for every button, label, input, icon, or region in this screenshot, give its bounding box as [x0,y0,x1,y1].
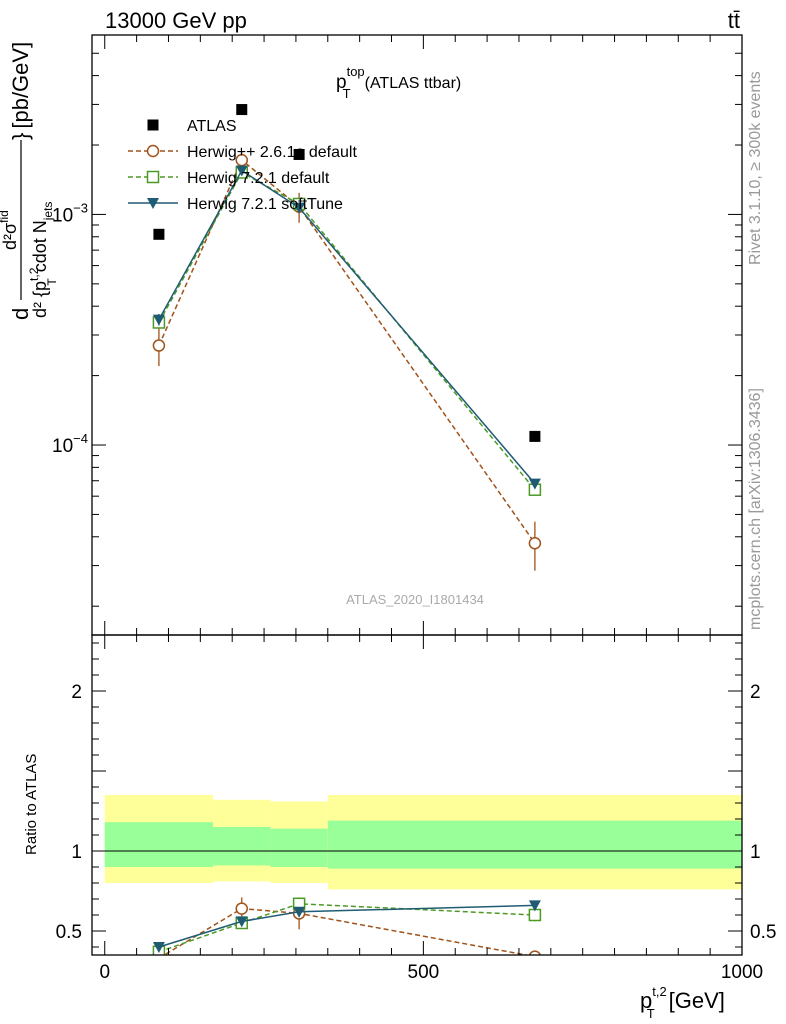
ratio-point-2-0 [152,942,165,953]
main-point-0-2 [293,148,305,160]
x-tick-label-1: 500 [408,962,440,983]
ratio-ytick-label-left-2: 2 [71,682,82,703]
legend-marker-2 [146,170,160,184]
ratio-band-inner-1 [213,827,271,866]
legend-marker-0 [147,119,159,131]
ratio-line-0 [162,907,531,955]
mcplots-source-label: mcplots.cern.ch [arXiv:1306.3436] [747,388,764,630]
main-point-3-2 [293,202,306,214]
ratio-series-layer [152,897,542,955]
main-point-1-0 [152,339,166,352]
main-line-1 [158,158,536,544]
ratio-ytick-label-left-0: 0.5 [56,922,82,943]
ylabel-numerator: d²σfid [0,210,20,250]
ylabel-brace-unit: }[pb/GeV] [8,42,33,140]
main-ylabel: d d²σfid d² {pt,2Tcdot Njets }[pb/GeV] [0,42,59,320]
ratio-point-2-1 [235,916,248,928]
ratio-ylabel: Ratio to ATLAS [23,754,40,855]
legend-label-1: Herwig++ 2.6.1a default [187,144,357,161]
legend-label-2: Herwig 7.2.1 default [187,170,330,187]
ratio-point-0-3 [528,950,541,955]
ratio-line-1 [158,903,535,953]
ratio-point-0-1 [235,902,249,915]
energy-label: 13000 GeV pp [105,8,247,33]
main-point-0-1 [236,104,248,116]
ratio-ytick-label-right-1: 1 [750,842,761,863]
main-series-layer [152,104,542,571]
plot-title-sup: top [347,64,365,79]
ratio-point-2-3 [528,900,541,912]
ratio-band-inner-3 [327,820,742,869]
legend: ATLAS Herwig++ 2.6.1a default Herwig 7.2.1… [128,118,357,213]
rivet-version-label: Rivet 3.1.10, ≥ 300k events [747,71,764,265]
plot-title-p: p [336,72,347,93]
ylabel-d: d [8,308,33,320]
x-tick-label-0: 0 [99,962,110,983]
x-tick-label-2: 1000 [721,962,763,983]
ratio-ytick-label-right-2: 2 [750,682,761,703]
main-point-3-3 [528,478,541,490]
plot-title-rest: (ATLAS ttbar) [365,75,462,92]
main-line-3 [158,169,536,485]
ratio-frame [91,634,743,956]
ratio-ytick-label-right-0: 0.5 [750,922,776,943]
legend-marker-1 [146,144,160,158]
main-line-2 [158,171,536,491]
ratio-ytick-label-left-1: 1 [71,842,82,863]
main-ytick-label-1: 10−3 [52,200,88,226]
legend-label-3: Herwig 7.2.1 softTune [187,196,343,213]
plot-title: ptop T (ATLAS ttbar) [336,64,461,101]
x-axis-label: pt,2 T[GeV] [640,984,725,1021]
legend-label-0: ATLAS [187,118,237,135]
ratio-band-inner-2 [270,828,328,867]
main-point-3-1 [235,165,248,177]
ylabel-denominator: d² {pt,2Tcdot Njets [27,202,59,318]
plot-title-sub: T [343,86,351,101]
main-point-0-0 [153,228,165,240]
main-point-0-3 [529,430,541,442]
process-label: tt̄ [728,8,740,33]
main-ytick-label-0: 10−4 [52,431,88,457]
ratio-band-inner-0 [104,822,214,867]
main-point-3-0 [152,314,165,326]
ratio-line-2 [158,904,535,948]
main-point-1-3 [528,536,542,550]
ratio-uncertainty-bands [104,795,742,890]
ratio-point-2-2 [293,906,306,918]
analysis-watermark: ATLAS_2020_I1801434 [346,592,484,607]
legend-marker-3 [147,198,159,209]
